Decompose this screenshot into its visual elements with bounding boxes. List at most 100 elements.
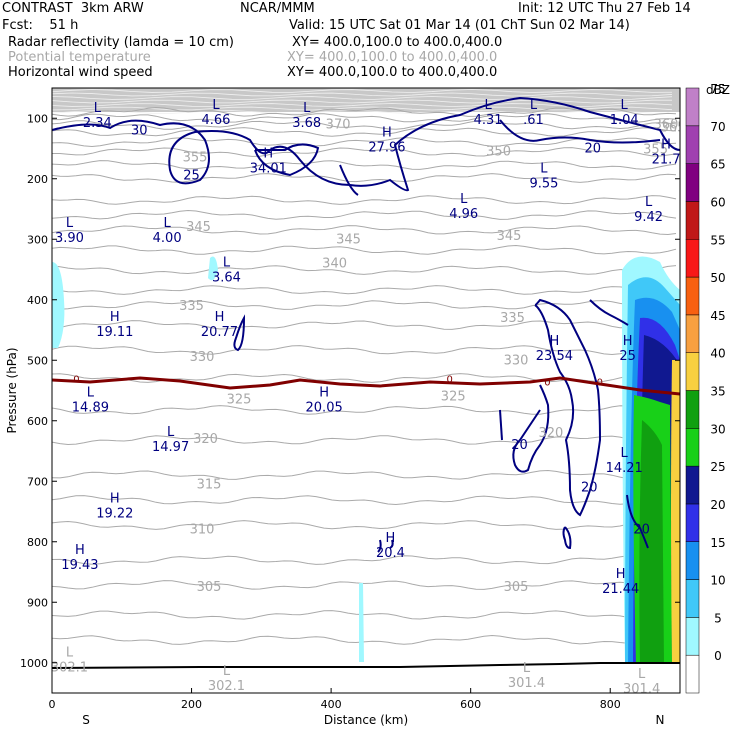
plot-frame [51, 87, 681, 694]
colorbar-tick-label: 0 [714, 649, 722, 663]
colorbar-unit: dBZ [706, 83, 730, 97]
y-tick-label: 200 [27, 173, 48, 186]
theta-contour [52, 113, 677, 123]
extremum-value: 302.1 [51, 661, 88, 676]
colorbar-tick-label: 25 [710, 460, 725, 474]
theta-label: 345 [497, 229, 522, 244]
theta-label: 340 [322, 256, 347, 271]
high-marker: H [623, 334, 633, 349]
extremum-value: 27.96 [368, 140, 405, 155]
theta-contour [52, 173, 677, 183]
extremum-value: 34.01 [250, 162, 287, 177]
x-tick-label: 400 [321, 698, 342, 711]
y-tick-label: 1000 [20, 657, 48, 670]
theta-contour [52, 106, 677, 117]
theta-label: 325 [227, 393, 252, 408]
header-fcst: Fcst: 51 h [2, 18, 79, 33]
extremum-value: 3.90 [55, 231, 84, 246]
y-tick-label: 100 [27, 112, 48, 125]
field-theta-name: Potential temperature [8, 50, 151, 65]
theta-contour [52, 127, 677, 137]
theta-label: 355 [183, 151, 208, 166]
high-marker: H [110, 310, 120, 325]
colorbar-tick-label: 50 [710, 271, 725, 285]
theta-contour [52, 285, 677, 295]
extremum-value: 9.42 [634, 210, 663, 225]
extremum-value: 23.54 [536, 349, 573, 364]
theta-label: 315 [197, 477, 222, 492]
low-marker: L [460, 192, 468, 207]
x-tick-label: 200 [181, 698, 202, 711]
theta-label: 345 [336, 232, 361, 247]
theta-label: 350 [486, 145, 511, 160]
freezing-level-label: 0 [73, 374, 79, 385]
high-marker: H [386, 531, 396, 546]
y-tick-label: 300 [27, 233, 48, 246]
extremum-value: 19.11 [96, 325, 133, 340]
extremum-value: 3.68 [292, 116, 321, 131]
low-marker: L [66, 646, 74, 661]
theta-label: 370 [326, 117, 351, 132]
low-marker: L [167, 425, 175, 440]
low-marker: L [523, 661, 531, 676]
y-tick-label: 400 [27, 294, 48, 307]
colorbar-swatch [685, 87, 700, 127]
high-marker: H [661, 138, 671, 153]
theta-contour [52, 435, 677, 446]
low-marker: L [94, 101, 102, 116]
extremum-value: 4.66 [202, 113, 231, 128]
refl-west-echo [52, 262, 65, 348]
field-theta-xy: XY= 400.0,100.0 to 400.0,400.0 [287, 50, 498, 65]
x-tick-label: 0 [49, 698, 56, 711]
colorbar-tick-label: 55 [710, 233, 725, 247]
refl-thin-echo [359, 583, 364, 662]
extremum-value: 14.89 [72, 401, 109, 416]
colorbar-swatch [685, 163, 700, 202]
colorbar-tick-label: 60 [710, 195, 725, 209]
colorbar-swatch [685, 541, 700, 580]
colorbar-swatch [685, 390, 700, 429]
refl-small-echo [208, 256, 218, 281]
freezing-level-label: 0 [544, 377, 550, 388]
colorbar-swatch [685, 239, 700, 278]
low-marker: L [87, 386, 95, 401]
colorbar-tick-label: 65 [710, 158, 725, 172]
low-marker: L [303, 101, 311, 116]
extremum-value: .61 [523, 113, 544, 128]
colorbar-swatch [685, 276, 700, 316]
theta-label: 305 [197, 580, 222, 595]
colorbar-tick-label: 5 [714, 611, 722, 625]
extremum-value: 301.4 [623, 682, 660, 697]
high-marker: H [110, 491, 120, 506]
theta-label: 325 [441, 390, 466, 405]
colorbar-tick-label: 30 [710, 422, 725, 436]
wind-contours [52, 96, 680, 553]
theta-label: 330 [504, 353, 529, 368]
theta-label: 335 [179, 299, 204, 314]
high-marker: H [263, 147, 273, 162]
extremum-value: 20.05 [306, 401, 343, 416]
wind-contour-label: 20 [633, 523, 650, 538]
theta-contour [52, 160, 677, 170]
field-reflectivity-name: Radar reflectivity (lamda = 10 cm) [8, 35, 234, 50]
colorbar-swatch [685, 314, 700, 353]
theta-label: 320 [193, 432, 218, 447]
theta-contour [52, 345, 677, 356]
high-marker: H [319, 386, 329, 401]
theta-contour [52, 520, 677, 530]
isentrope-band-line [52, 96, 673, 100]
theta-contour [52, 225, 677, 236]
header-title: CONTRAST 3km ARW [2, 1, 144, 16]
south-label: S [82, 713, 90, 727]
wind-contour-label: 20 [585, 142, 602, 157]
colorbar-swatch [685, 503, 700, 542]
wind-contour-label: 25 [183, 169, 200, 184]
theta-label: 335 [500, 311, 525, 326]
theta-label: 310 [190, 523, 215, 538]
colorbar-tick-label: 20 [710, 498, 725, 512]
theta-contour [52, 634, 677, 645]
extremum-value: 19.22 [96, 506, 133, 521]
freezing-level-line [52, 376, 680, 396]
